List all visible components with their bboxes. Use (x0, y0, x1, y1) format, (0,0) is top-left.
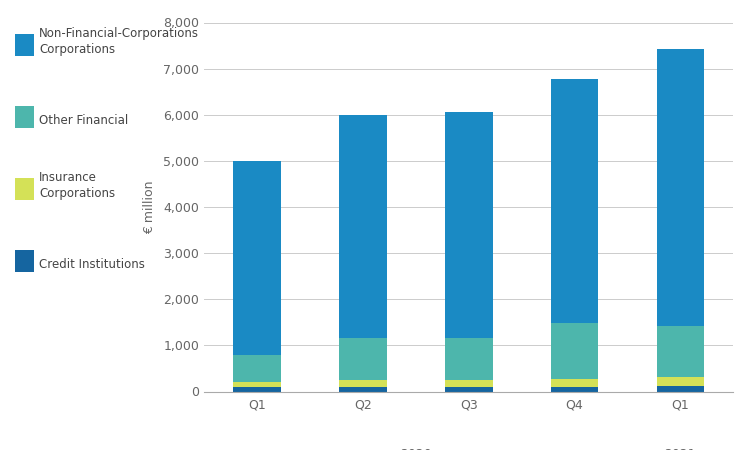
Text: Insurance: Insurance (39, 171, 98, 184)
Text: Other Financial: Other Financial (39, 114, 129, 126)
Bar (550, 379, 599, 387)
Bar (339, 387, 386, 392)
Bar (339, 115, 386, 338)
Text: Corporations: Corporations (39, 43, 116, 56)
Bar (445, 380, 493, 387)
Bar (233, 382, 281, 387)
Bar (233, 161, 281, 355)
Text: Corporations: Corporations (39, 187, 116, 200)
Bar (550, 387, 599, 392)
Y-axis label: € million: € million (144, 180, 156, 234)
Bar (233, 355, 281, 382)
Bar (656, 49, 704, 326)
Bar (339, 338, 386, 380)
Bar (445, 112, 493, 338)
Bar (656, 386, 704, 391)
Bar (656, 326, 704, 377)
Text: 2021: 2021 (665, 448, 696, 450)
Text: Credit Institutions: Credit Institutions (39, 258, 145, 270)
Bar (445, 387, 493, 392)
Text: Non-Financial-Corporations: Non-Financial-Corporations (39, 27, 200, 40)
Bar (445, 338, 493, 380)
Text: 2020: 2020 (400, 448, 432, 450)
Bar (550, 79, 599, 324)
Bar (339, 380, 386, 387)
Bar (233, 387, 281, 392)
Bar (550, 324, 599, 379)
Bar (656, 377, 704, 386)
